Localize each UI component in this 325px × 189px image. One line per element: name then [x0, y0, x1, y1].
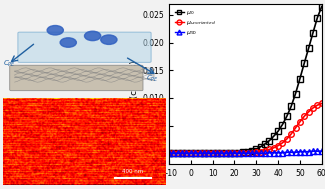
FancyBboxPatch shape	[18, 32, 151, 62]
Text: $C_{PE}$: $C_{PE}$	[3, 59, 16, 69]
Circle shape	[60, 38, 76, 47]
Circle shape	[101, 35, 117, 44]
Text: 400 nm: 400 nm	[122, 169, 143, 174]
FancyBboxPatch shape	[10, 65, 143, 91]
Legend: $\mu_0$, $\mu_{unoriented}$, $\mu_{90}$: $\mu_0$, $\mu_{unoriented}$, $\mu_{90}$	[172, 7, 219, 40]
Circle shape	[84, 31, 101, 41]
Y-axis label: μ (cm²/Vs): μ (cm²/Vs)	[130, 61, 139, 108]
Circle shape	[47, 26, 63, 35]
Text: $C_{PE}$: $C_{PE}$	[146, 73, 159, 84]
